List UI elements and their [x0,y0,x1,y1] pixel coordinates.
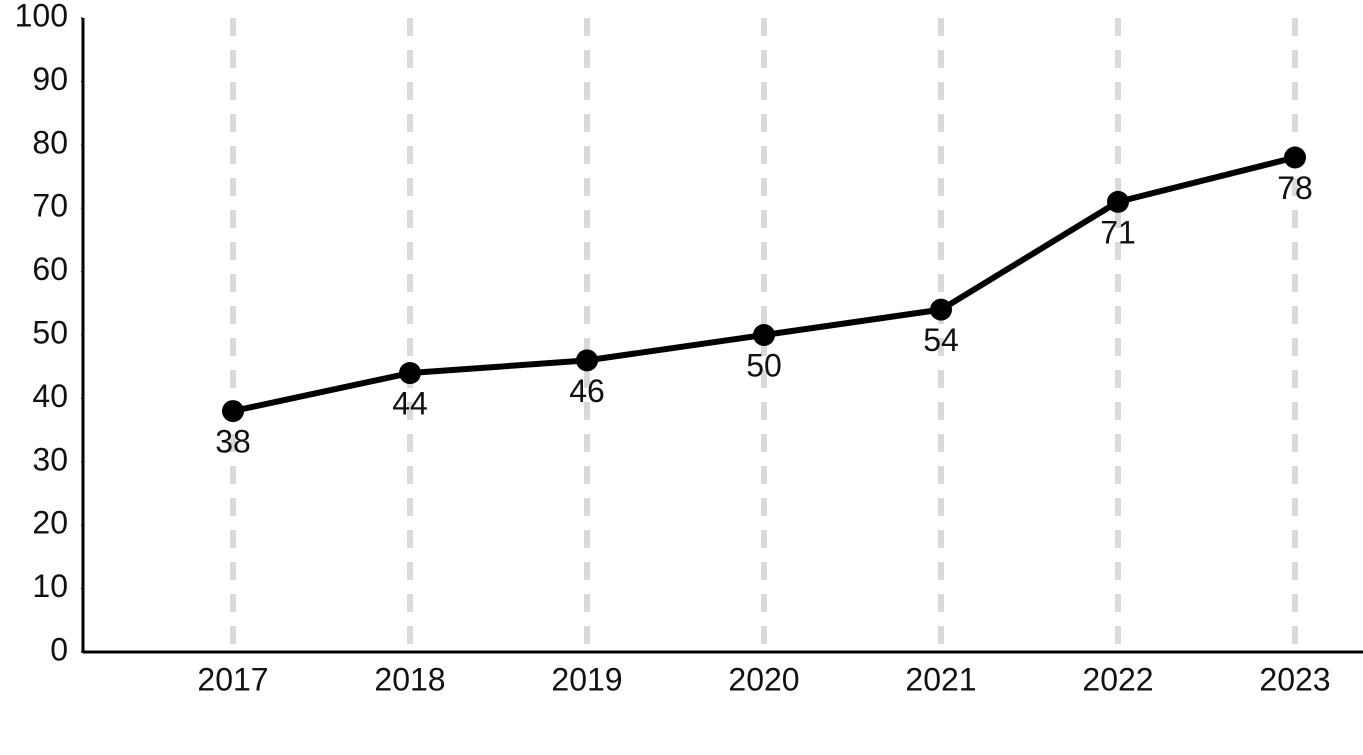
data-label: 71 [1100,214,1136,250]
data-label: 54 [923,322,959,358]
x-tick-label: 2023 [1259,661,1330,697]
point [399,362,421,385]
y-tick-label: 100 [15,0,68,33]
x-tick-label: 2020 [728,661,799,697]
x-tick-label: 2021 [905,661,976,697]
y-tick-label: 20 [32,505,68,541]
point [1107,190,1129,213]
y-tick-label: 40 [32,378,68,414]
y-tick-label: 30 [32,441,68,477]
data-label: 44 [392,385,428,421]
y-tick-label: 60 [32,251,68,287]
x-tick-label: 2017 [197,661,268,697]
data-label: 38 [215,424,251,460]
x-tick-label: 2018 [374,661,445,697]
x-tick-label: 2019 [551,661,622,697]
y-tick-label: 70 [32,188,68,224]
data-label: 50 [746,347,782,383]
y-tick-label: 50 [32,314,68,350]
point [576,349,598,372]
point [930,298,952,321]
y-tick-label: 10 [32,568,68,604]
y-tick-label: 0 [50,631,68,667]
data-label: 46 [569,373,605,409]
x-tick-label: 2022 [1082,661,1153,697]
point [753,324,775,346]
data-label: 78 [1277,170,1313,206]
y-tick-label: 90 [32,61,68,97]
point [1284,146,1306,169]
point [222,400,244,423]
y-tick-label: 80 [32,124,68,160]
